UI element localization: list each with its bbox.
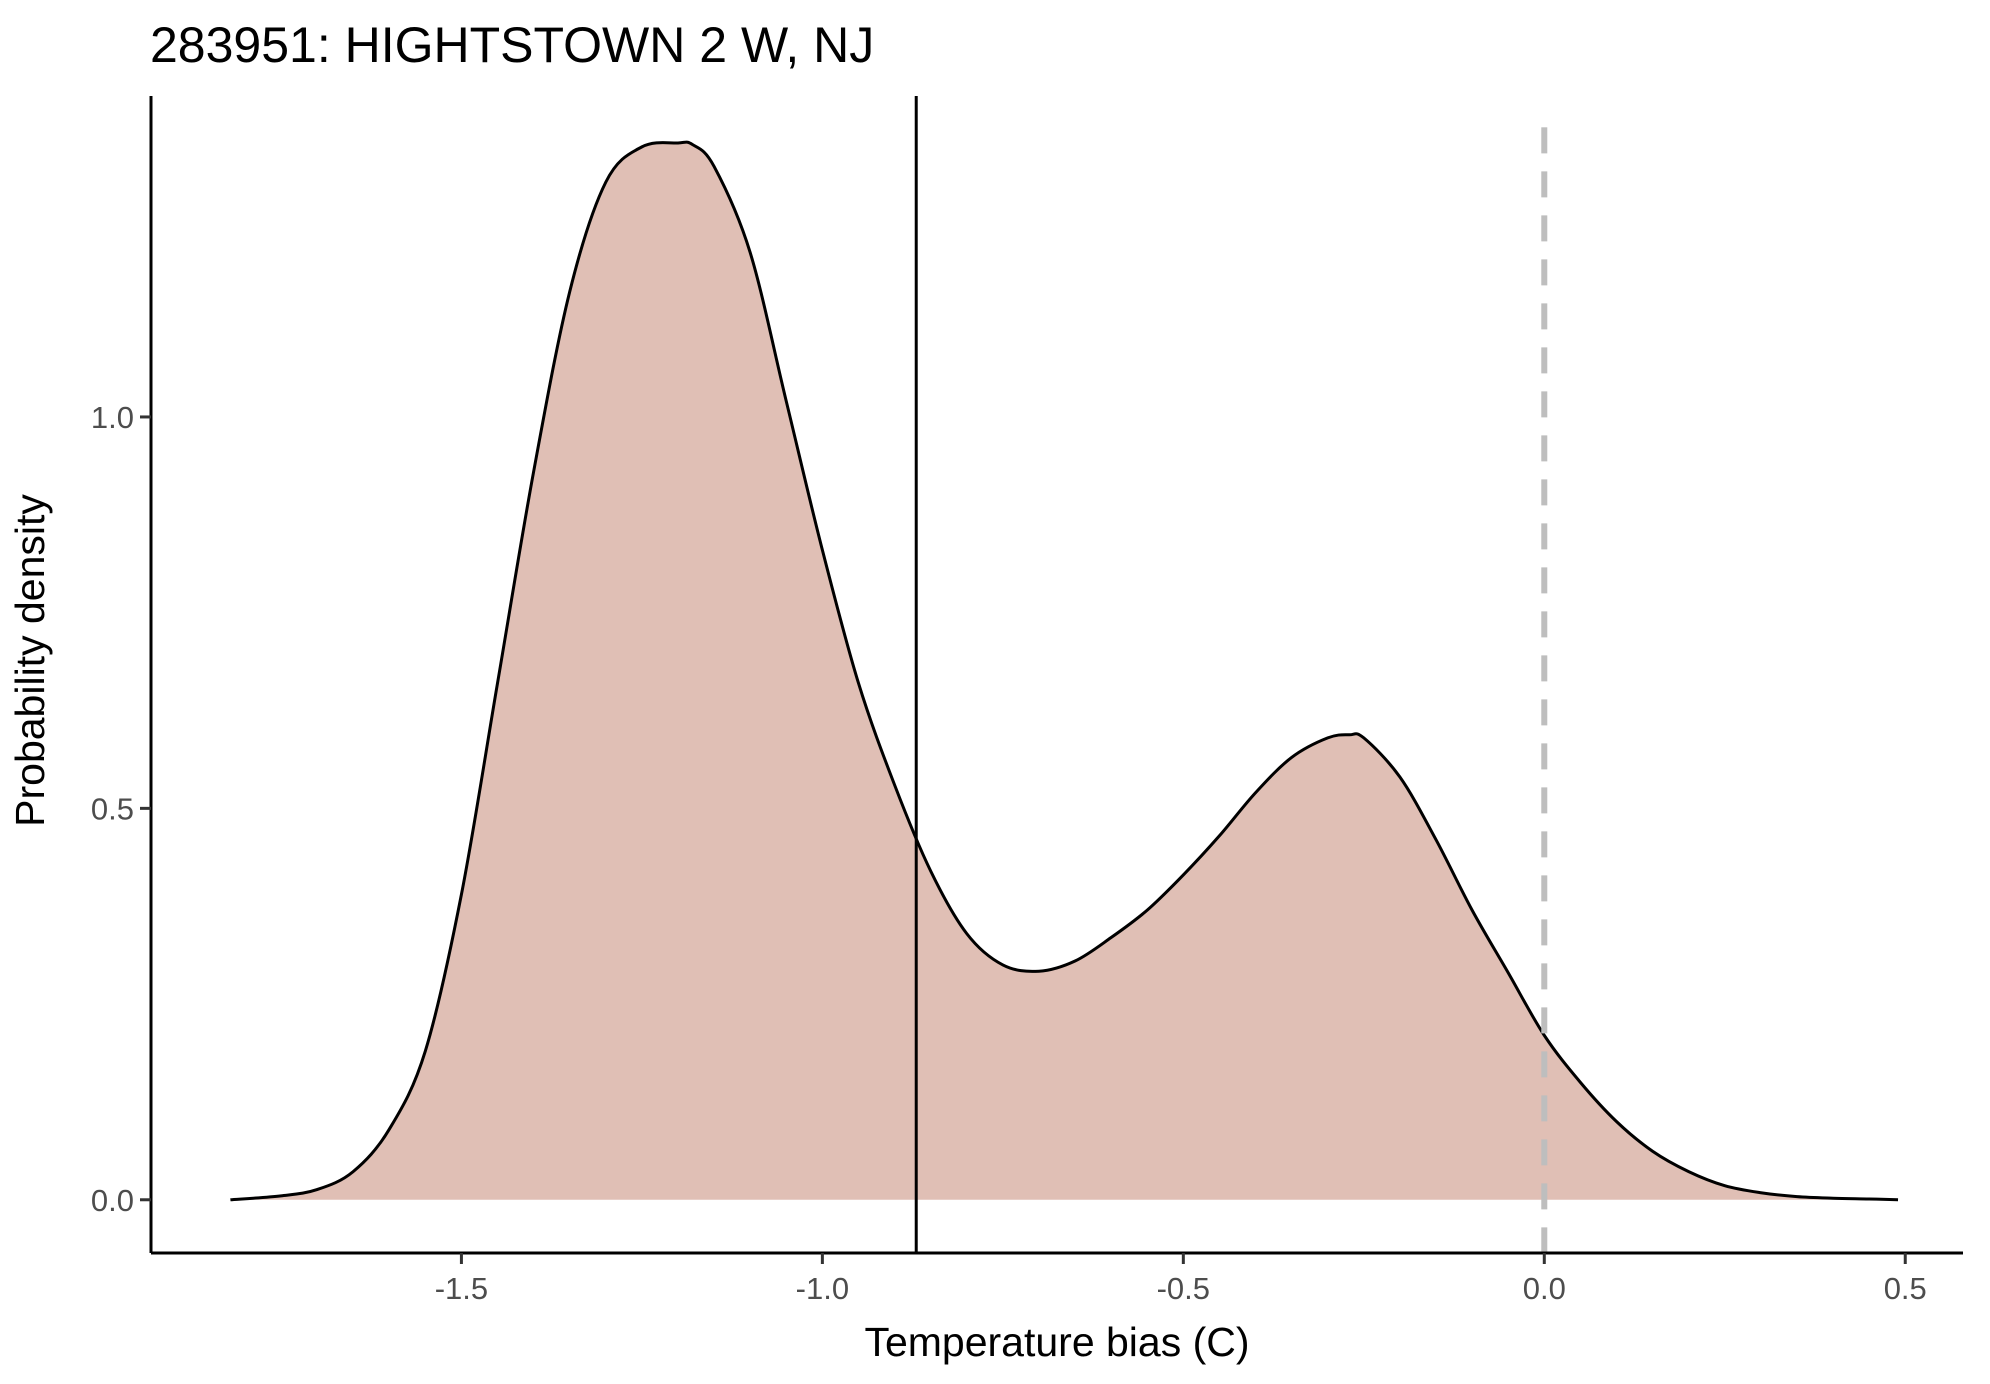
x-tick-label: 0.5 (1884, 1271, 1927, 1306)
y-tick-label: 0.0 (91, 1183, 134, 1218)
x-axis-title: Temperature bias (C) (864, 1319, 1249, 1365)
axes: -1.5 -1.0 -0.5 0.0 0.5 0.0 0.5 1.0 (91, 96, 1963, 1306)
y-axis-ticks: 0.0 0.5 1.0 (91, 400, 151, 1218)
x-tick-label: -1.0 (796, 1271, 849, 1306)
density-curve (230, 140, 1899, 1202)
chart-title: 283951: HIGHTSTOWN 2 W, NJ (150, 17, 874, 73)
x-tick-label: 0.0 (1523, 1271, 1566, 1306)
density-area (230, 142, 1899, 1200)
x-tick-label: -1.5 (435, 1271, 488, 1306)
plot-area (230, 96, 1899, 1253)
y-tick-label: 0.5 (91, 791, 134, 826)
y-tick-label: 1.0 (91, 400, 134, 435)
x-tick-label: -0.5 (1157, 1271, 1210, 1306)
y-axis-title: Probability density (7, 494, 53, 827)
x-axis-ticks: -1.5 -1.0 -0.5 0.0 0.5 (435, 1253, 1927, 1306)
